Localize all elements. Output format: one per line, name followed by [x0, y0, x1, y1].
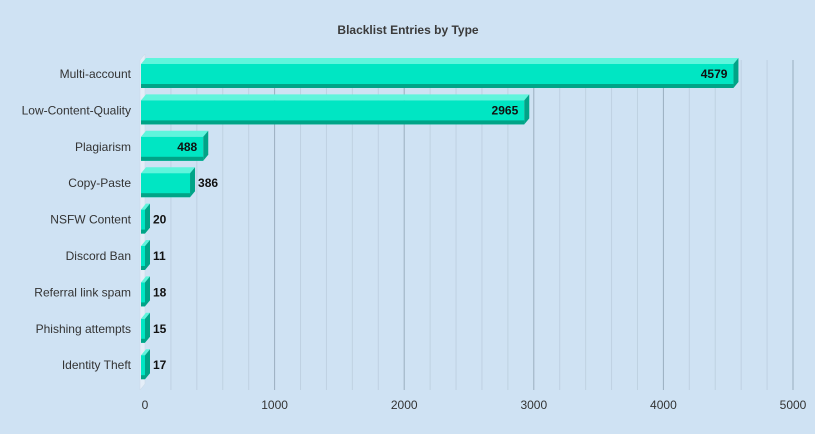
- bar: [141, 312, 150, 343]
- x-tick-label: 1000: [261, 398, 288, 412]
- data-label: 488: [177, 140, 197, 154]
- data-label: 2965: [492, 103, 519, 117]
- x-tick-label: 5000: [780, 398, 807, 412]
- x-tick-label: 2000: [391, 398, 418, 412]
- bar-top-face: [141, 94, 530, 101]
- data-label: 386: [198, 176, 218, 190]
- bar-top-face: [141, 276, 150, 283]
- bar: [141, 240, 150, 270]
- bar-bottom-shade: [141, 302, 145, 307]
- category-labels: Multi-account Low-Content-Quality Plagiari…: [22, 67, 132, 372]
- x-tick-labels: 0 1000 2000 3000 4000 5000: [142, 398, 807, 412]
- bar-top-face: [141, 58, 739, 64]
- bar-top-face: [141, 130, 209, 137]
- bar-top-face: [141, 203, 150, 210]
- category-label: Phishing attempts: [36, 322, 131, 336]
- bar-front-face: [141, 246, 145, 270]
- data-label: 20: [153, 213, 167, 227]
- x-tick-label: 4000: [650, 398, 677, 412]
- bar-front-face: [141, 209, 145, 234]
- data-label: 17: [153, 358, 167, 372]
- bar-side-face: [145, 203, 150, 234]
- bar: [141, 167, 196, 198]
- x-tick-label: 3000: [520, 398, 547, 412]
- bar: [141, 94, 530, 125]
- bars-layer: [141, 58, 739, 380]
- x-tick-label: 0: [142, 398, 149, 412]
- bar: [141, 130, 209, 161]
- bar-front-face: [141, 282, 145, 307]
- bar-front-face: [141, 318, 145, 343]
- bar-bottom-shade: [141, 375, 145, 380]
- bar: [141, 349, 150, 380]
- bar-top-face: [141, 349, 150, 356]
- data-label: 4579: [701, 67, 728, 81]
- bar-bottom-shade: [141, 84, 734, 88]
- bar-top-face: [141, 240, 150, 246]
- bar-side-face: [190, 167, 196, 198]
- bar-bottom-shade: [141, 338, 145, 343]
- bar-side-face: [145, 349, 150, 380]
- bar-bottom-shade: [141, 229, 145, 234]
- category-label: Copy-Paste: [68, 176, 131, 190]
- bar-bottom-shade: [141, 193, 191, 198]
- data-labels: 4579 2965 488 386 20 11 18 15 17: [153, 67, 728, 372]
- data-label: 11: [153, 249, 166, 263]
- bar-bottom-shade: [141, 266, 145, 270]
- category-label: Low-Content-Quality: [22, 103, 131, 117]
- bar-top-face: [141, 312, 150, 319]
- bar: [141, 276, 150, 307]
- category-label: Plagiarism: [75, 140, 131, 154]
- bar-side-face: [145, 312, 150, 343]
- bar-side-face: [524, 94, 530, 125]
- bar-bottom-shade: [141, 120, 525, 125]
- bar-top-face: [141, 167, 196, 174]
- bar-front-face: [141, 355, 145, 380]
- bar-side-face: [145, 240, 150, 270]
- bar: [141, 203, 150, 234]
- category-label: Referral link spam: [34, 285, 131, 299]
- chart-title: Blacklist Entries by Type: [337, 23, 478, 37]
- bar: [141, 58, 739, 88]
- category-label: Discord Ban: [66, 249, 131, 263]
- bar-bottom-shade: [141, 156, 204, 161]
- bar-side-face: [733, 58, 739, 88]
- data-label: 18: [153, 285, 167, 299]
- bar-side-face: [203, 130, 209, 161]
- bar-side-face: [145, 276, 150, 307]
- category-label: NSFW Content: [50, 213, 131, 227]
- category-label: Identity Theft: [62, 358, 132, 372]
- category-label: Multi-account: [60, 67, 132, 81]
- data-label: 15: [153, 322, 167, 336]
